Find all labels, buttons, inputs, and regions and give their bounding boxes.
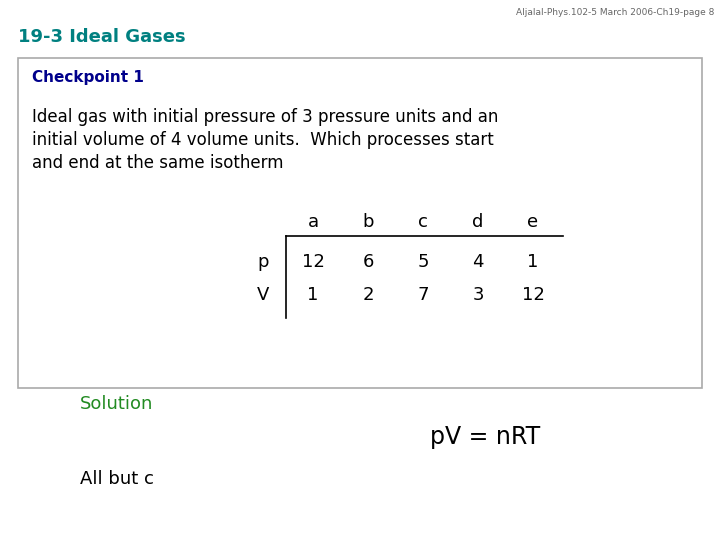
Text: a: a	[307, 213, 318, 231]
Text: Checkpoint 1: Checkpoint 1	[32, 70, 144, 85]
Text: 19-3 Ideal Gases: 19-3 Ideal Gases	[18, 28, 186, 46]
Text: 1: 1	[527, 253, 539, 271]
Text: pV = nRT: pV = nRT	[430, 425, 540, 449]
Text: All but c: All but c	[80, 470, 154, 488]
Text: 4: 4	[472, 253, 484, 271]
Text: 12: 12	[302, 253, 325, 271]
Text: and end at the same isotherm: and end at the same isotherm	[32, 154, 284, 172]
Text: Aljalal-Phys.102-5 March 2006-Ch19-page 8: Aljalal-Phys.102-5 March 2006-Ch19-page …	[516, 8, 714, 17]
Text: Ideal gas with initial pressure of 3 pressure units and an: Ideal gas with initial pressure of 3 pre…	[32, 108, 498, 126]
Text: 5: 5	[418, 253, 428, 271]
Text: e: e	[528, 213, 539, 231]
Text: d: d	[472, 213, 484, 231]
FancyBboxPatch shape	[18, 58, 702, 388]
Text: V: V	[257, 286, 269, 303]
Text: 12: 12	[521, 286, 544, 303]
Text: initial volume of 4 volume units.  Which processes start: initial volume of 4 volume units. Which …	[32, 131, 494, 149]
Text: c: c	[418, 213, 428, 231]
Text: b: b	[362, 213, 374, 231]
Text: 2: 2	[362, 286, 374, 303]
Text: p: p	[257, 253, 269, 271]
Text: Solution: Solution	[80, 395, 153, 413]
Text: 6: 6	[362, 253, 374, 271]
Text: 3: 3	[472, 286, 484, 303]
Text: 1: 1	[307, 286, 319, 303]
Text: 7: 7	[418, 286, 428, 303]
